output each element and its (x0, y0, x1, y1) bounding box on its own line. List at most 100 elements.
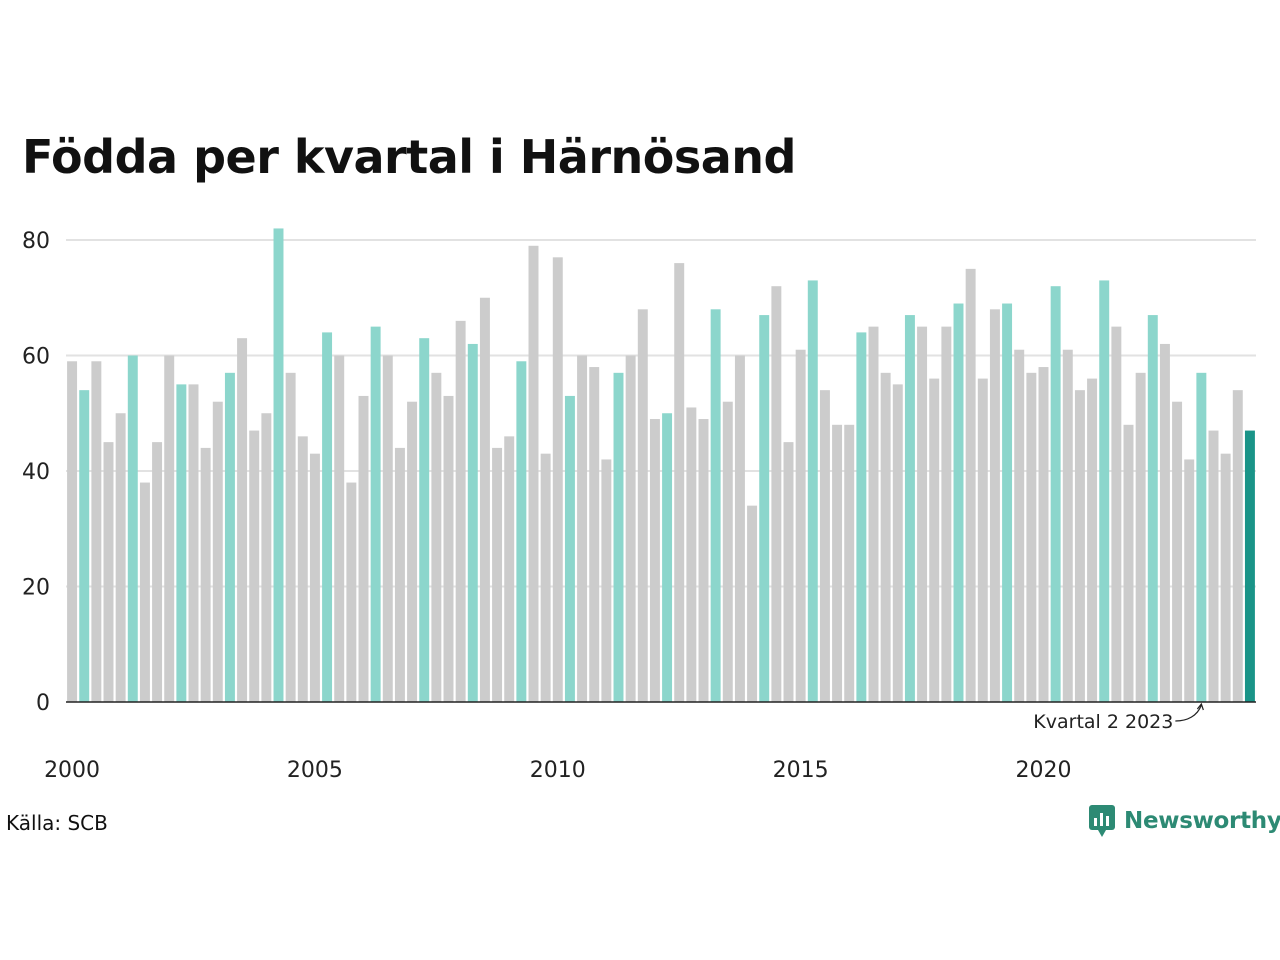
bar (759, 315, 770, 702)
bar (698, 419, 709, 702)
bar (188, 384, 199, 702)
bar (856, 332, 867, 702)
bar (249, 430, 260, 702)
bar (443, 395, 454, 702)
bar (370, 326, 381, 702)
brand-logo: Newsworthy (1088, 804, 1280, 838)
bar (734, 355, 745, 702)
bar (1050, 286, 1061, 702)
bar (892, 384, 903, 702)
bar (564, 395, 575, 702)
bar (382, 355, 393, 702)
bar (880, 372, 891, 702)
x-tick-label: 2010 (530, 758, 586, 783)
chart-title: Födda per kvartal i Härnösand (22, 130, 796, 184)
bar (819, 390, 830, 702)
bar (431, 372, 442, 702)
bar (577, 355, 588, 702)
bar (953, 303, 964, 702)
y-tick-label: 40 (22, 460, 50, 485)
bar (613, 372, 624, 702)
bar (237, 338, 248, 702)
bar (67, 361, 78, 702)
bar (176, 384, 187, 702)
bar (115, 413, 126, 702)
bar (795, 349, 806, 702)
bar (637, 309, 648, 702)
bar (1002, 303, 1013, 702)
bar (1099, 280, 1110, 702)
bar (1220, 453, 1231, 702)
bar (771, 286, 782, 702)
source-note: Källa: SCB (6, 811, 108, 835)
bar (917, 326, 928, 702)
annotation: Kvartal 2 2023 (1033, 702, 1204, 733)
bar (79, 390, 90, 702)
bar (1135, 372, 1146, 702)
bar (309, 453, 320, 702)
x-tick-label: 2005 (287, 758, 343, 783)
bar (139, 482, 150, 702)
bar (297, 436, 308, 702)
bar (868, 326, 879, 702)
bar (662, 413, 673, 702)
bar (479, 297, 490, 702)
y-tick-label: 60 (22, 345, 50, 370)
bar (200, 447, 211, 702)
bar (164, 355, 175, 702)
bar (1087, 378, 1098, 702)
brand-name: Newsworthy (1124, 808, 1280, 834)
bar (1123, 424, 1134, 702)
y-tick-label: 20 (22, 576, 50, 601)
bar (1147, 315, 1158, 702)
bar (965, 268, 976, 702)
x-tick-label: 2015 (773, 758, 829, 783)
bar (904, 315, 915, 702)
bar (941, 326, 952, 702)
bar (649, 419, 660, 702)
bar (1062, 349, 1073, 702)
bar (686, 407, 697, 702)
bar (989, 309, 1000, 702)
bar (601, 459, 612, 702)
annotation-arrowhead (1196, 702, 1204, 711)
bar (322, 332, 333, 702)
bar (929, 378, 940, 702)
bar (103, 442, 114, 702)
bar (832, 424, 843, 702)
bar (1184, 459, 1195, 702)
bar (674, 263, 685, 702)
bar (273, 228, 284, 702)
bar (467, 343, 478, 702)
bar (977, 378, 988, 702)
bar (722, 401, 733, 702)
bar (152, 442, 163, 702)
bar (224, 372, 235, 702)
bar (1172, 401, 1183, 702)
bar (91, 361, 102, 702)
bar (1111, 326, 1122, 702)
bar (807, 280, 818, 702)
bar (334, 355, 345, 702)
x-tick-label: 2000 (44, 758, 100, 783)
annotation-arrow (1175, 704, 1202, 722)
bar (1244, 430, 1255, 702)
bar (552, 257, 563, 702)
bar (394, 447, 405, 702)
bar (625, 355, 636, 702)
bar (504, 436, 515, 702)
bar (783, 442, 794, 702)
bar (747, 505, 758, 702)
y-tick-label: 80 (22, 229, 50, 254)
bar (1038, 367, 1049, 702)
bar (407, 401, 418, 702)
bar (1014, 349, 1025, 702)
bar (127, 355, 138, 702)
bar (528, 245, 539, 702)
bar (844, 424, 855, 702)
x-tick-label: 2020 (1016, 758, 1072, 783)
newsworthy-logo-icon (1089, 805, 1115, 837)
bar (492, 447, 503, 702)
y-axis-labels: 0 20 40 60 80 (22, 229, 50, 716)
y-tick-label: 0 (36, 691, 50, 716)
